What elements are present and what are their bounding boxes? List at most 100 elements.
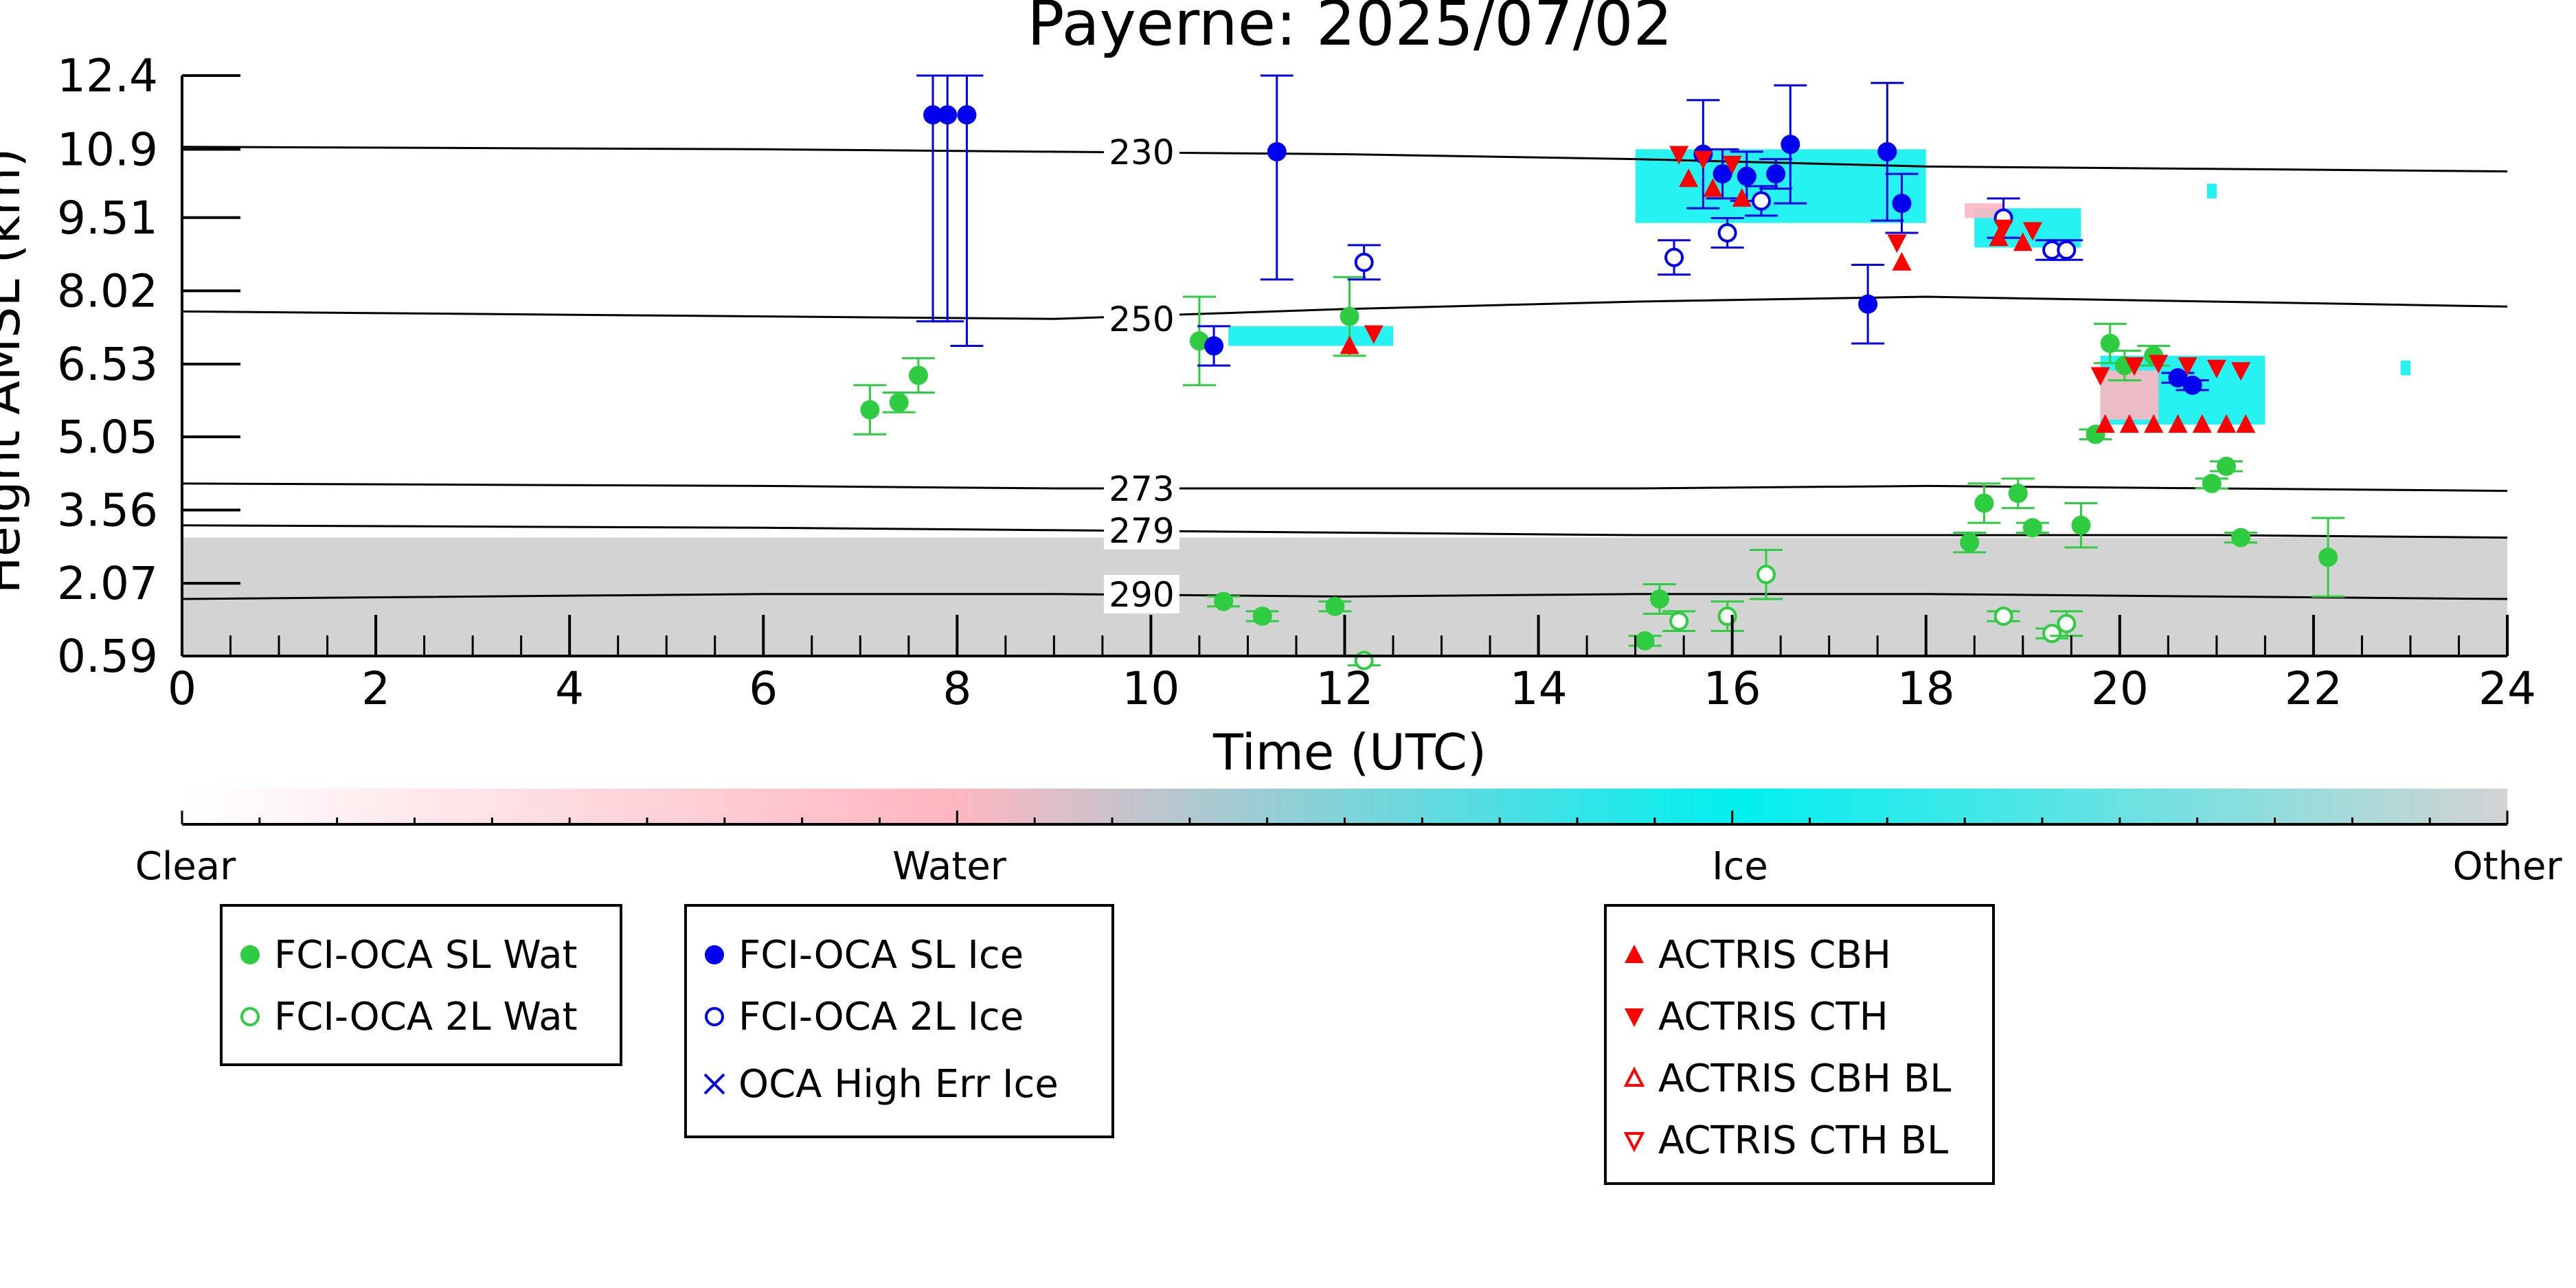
data-point [1340, 306, 1359, 326]
data-point [2057, 240, 2077, 260]
legend-marker [703, 1073, 725, 1095]
series [1364, 146, 2251, 386]
legend-marker [705, 1007, 724, 1026]
series [1340, 168, 2256, 433]
data-point [1204, 336, 1224, 356]
data-point [2149, 354, 2169, 374]
legend-label: FCI-OCA 2L Ice [738, 995, 1024, 1039]
data-point [1974, 493, 1994, 513]
x-tick-label: 0 [168, 662, 196, 715]
water-mask-region [2100, 370, 2159, 420]
data-point [2192, 414, 2212, 433]
data-point [2057, 613, 2077, 633]
colorbar-label: Clear [135, 844, 236, 889]
legend-label: ACTRIS CBH BL [1658, 1057, 1951, 1101]
data-point [2008, 484, 2028, 504]
data-point [2206, 359, 2226, 379]
data-point [2042, 624, 2062, 644]
data-point [889, 392, 909, 412]
x-tick-label: 18 [1897, 662, 1955, 715]
data-point [1766, 164, 1786, 184]
data-point [1669, 611, 1689, 631]
data-point [2022, 222, 2042, 241]
x-tick-label: 22 [2285, 662, 2342, 715]
data-point [1669, 146, 1689, 165]
chart-title: Payerne: 2025/07/02 [1027, 0, 1673, 60]
x-tick-label: 12 [1316, 662, 1374, 715]
colorbar-label: Other [2452, 844, 2562, 889]
data-series [853, 74, 2345, 670]
data-point [2100, 333, 2120, 353]
isotherm-label-box [1103, 574, 1179, 613]
isotherm-line [181, 524, 2508, 539]
data-point [2071, 515, 2091, 535]
data-point [1858, 294, 1878, 314]
data-point [1635, 631, 1655, 651]
data-point [1267, 142, 1287, 161]
isotherm-label-box [1103, 469, 1179, 508]
ice-mask-region [2206, 183, 2217, 199]
data-point [2236, 414, 2256, 433]
isotherm-label-box [1103, 132, 1179, 171]
data-point [2318, 547, 2338, 567]
y-axis-label: Height AMSL (km) [0, 148, 31, 594]
legend-marker [705, 945, 724, 964]
ice-mask-region [2400, 360, 2410, 376]
data-point [1993, 219, 2013, 238]
data-point [2231, 528, 2251, 547]
isotherm-line [181, 482, 2508, 493]
data-point [1189, 331, 1209, 351]
ice-mask-region [1228, 326, 1394, 346]
data-point [908, 365, 928, 385]
y-tick-label: 3.56 [57, 484, 158, 536]
data-point [2095, 414, 2115, 433]
x-tick-label: 16 [1704, 662, 1761, 715]
data-point [1679, 168, 1699, 188]
data-point [1877, 142, 1897, 161]
isotherm-label: 290 [1109, 575, 1174, 615]
data-point [2216, 414, 2236, 433]
x-tick-label: 4 [555, 662, 584, 715]
data-point [1960, 532, 1980, 552]
y-tick-label: 9.51 [57, 192, 158, 245]
isotherm-label: 230 [1109, 133, 1174, 172]
legend-label: FCI-OCA SL Ice [738, 933, 1024, 978]
y-tick-label: 10.9 [57, 123, 158, 176]
data-point [2090, 367, 2110, 386]
legend-marker [240, 1007, 260, 1026]
series [1347, 185, 2083, 281]
legend-box [684, 904, 1114, 1138]
isotherm-line [181, 593, 2508, 600]
x-tick-label: 2 [361, 662, 390, 715]
x-tick-label: 20 [2091, 662, 2149, 715]
data-point [957, 105, 977, 125]
isotherm-line [181, 146, 2508, 172]
data-point [1993, 607, 2013, 626]
data-point [1737, 166, 1756, 186]
legend-label: ACTRIS CTH [1658, 995, 1888, 1039]
data-point [1892, 251, 1912, 271]
legend-label: ACTRIS CBH [1658, 933, 1891, 978]
legend-box [1604, 904, 1995, 1185]
data-point [2168, 414, 2188, 433]
data-point [1664, 247, 1684, 267]
isotherm-label: 273 [1109, 469, 1174, 509]
y-tick-label: 0.59 [57, 630, 158, 683]
legend-label: ACTRIS CTH BL [1658, 1118, 1948, 1163]
data-point [938, 105, 958, 125]
data-point [1989, 227, 2009, 247]
legend: FCI-OCA SL Wat FCI-OCA 2L Wat FCI-OCA SL I… [220, 904, 1995, 1185]
data-point [1717, 223, 1737, 242]
water-mask-region [1965, 203, 2004, 218]
y-tick-label: 6.53 [57, 338, 158, 391]
data-point [1354, 252, 1374, 272]
data-point [2119, 414, 2139, 433]
data-point [1713, 164, 1732, 184]
legend-label: FCI-OCA 2L Wat [274, 995, 578, 1039]
data-point [1649, 589, 1669, 609]
legend-label: OCA High Err Ice [738, 1062, 1059, 1107]
data-point [2144, 414, 2164, 433]
data-point [860, 400, 880, 420]
